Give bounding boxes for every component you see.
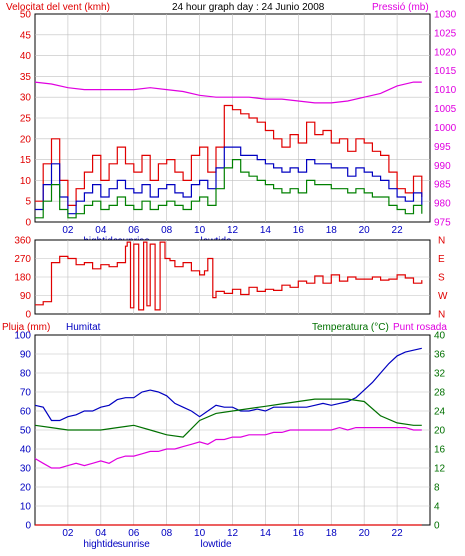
- humidity-title: Humitat: [66, 322, 101, 333]
- wind-title: Velocitat del vent (kmh): [6, 2, 110, 13]
- y2-tick-label: 32: [434, 369, 446, 380]
- y2-tick-label: 1025: [434, 28, 457, 39]
- graph-day-title: 24 hour graph day : 24 Junio 2008: [172, 2, 325, 13]
- y-tick-label: 0: [25, 521, 31, 532]
- y-tick-label: 50: [20, 10, 32, 21]
- direction-letter-label: E: [438, 254, 445, 265]
- x-tick-label: 14: [260, 225, 272, 236]
- y-tick-label: 20: [20, 483, 32, 494]
- x-tick-label: 14: [260, 528, 272, 539]
- y2-tick-label: 1000: [434, 123, 457, 134]
- y2-tick-label: 995: [434, 142, 451, 153]
- series-line-wind_gust: [35, 104, 423, 206]
- series-line-temperature: [34, 398, 422, 438]
- y-tick-label: 270: [14, 254, 31, 265]
- x-tick-label: 20: [359, 225, 371, 236]
- dewpoint-title: Punt rosada: [393, 322, 447, 333]
- series-line-dewpoint: [34, 426, 422, 469]
- x-tick-label: 06: [128, 225, 140, 236]
- y2-tick-label: 28: [434, 388, 446, 399]
- series-line-wind_low: [35, 159, 423, 219]
- y2-tick-label: 36: [434, 350, 446, 361]
- y2-tick-label: 1005: [434, 104, 457, 115]
- y2-tick-label: 1020: [434, 47, 457, 58]
- x-tick-label: 10: [194, 225, 206, 236]
- y-tick-label: 0: [25, 218, 31, 229]
- y-tick-label: 25: [20, 114, 32, 125]
- y2-tick-label: 8: [434, 483, 440, 494]
- y2-tick-label: 1010: [434, 85, 457, 96]
- pressure-title: Pressió (mb): [372, 2, 429, 13]
- tide-sun-label: lowtide: [200, 539, 232, 550]
- y-tick-label: 90: [20, 350, 32, 361]
- y2-tick-label: 1015: [434, 66, 457, 77]
- y-tick-label: 35: [20, 72, 32, 83]
- tide-sun-label: sunrise: [118, 539, 151, 550]
- y-tick-label: 10: [20, 176, 32, 187]
- x-tick-label: 20: [359, 528, 371, 539]
- y-tick-label: 360: [14, 236, 31, 247]
- x-tick-label: 12: [227, 528, 239, 539]
- x-tick-label: 08: [161, 528, 173, 539]
- x-tick-label: 18: [326, 528, 338, 539]
- y-tick-label: 30: [20, 93, 32, 104]
- x-tick-label: 16: [293, 225, 305, 236]
- direction-letter-label: N: [438, 310, 445, 321]
- x-tick-label: 12: [227, 225, 239, 236]
- direction-letter-label: N: [438, 236, 445, 247]
- y2-tick-label: 1030: [434, 10, 457, 21]
- x-tick-label: 18: [326, 225, 338, 236]
- x-tick-label: 06: [128, 528, 140, 539]
- y2-tick-label: 980: [434, 199, 451, 210]
- rain-title: Pluja (mm): [2, 322, 50, 333]
- y-tick-label: 90: [20, 291, 32, 302]
- series-line-humidity: [34, 347, 422, 422]
- x-tick-label: 04: [95, 528, 107, 539]
- y2-tick-label: 24: [434, 407, 446, 418]
- x-tick-label: 02: [62, 528, 74, 539]
- y-tick-label: 0: [25, 310, 31, 321]
- y-tick-label: 80: [20, 369, 32, 380]
- x-tick-label: 04: [95, 225, 107, 236]
- y-tick-label: 30: [20, 464, 32, 475]
- x-tick-label: 16: [293, 528, 305, 539]
- y2-tick-label: 4: [434, 502, 440, 513]
- y-tick-label: 5: [25, 197, 31, 208]
- x-tick-label: 08: [161, 225, 173, 236]
- y2-tick-label: 16: [434, 445, 446, 456]
- y2-tick-label: 0: [434, 521, 440, 532]
- y2-tick-label: 20: [434, 426, 446, 437]
- y-tick-label: 100: [14, 331, 31, 342]
- direction-letter-label: W: [438, 291, 448, 302]
- y-tick-label: 60: [20, 407, 32, 418]
- y-tick-label: 50: [20, 426, 32, 437]
- y-tick-label: 180: [14, 273, 31, 284]
- y-tick-label: 10: [20, 502, 32, 513]
- x-tick-label: 02: [62, 225, 74, 236]
- y-tick-label: 15: [20, 155, 32, 166]
- x-tick-label: 10: [194, 528, 206, 539]
- series-line-direction: [35, 241, 423, 311]
- y2-tick-label: 985: [434, 180, 451, 191]
- series-line-pressure: [34, 81, 422, 104]
- y-tick-label: 20: [20, 134, 32, 145]
- x-tick-label: 22: [392, 528, 404, 539]
- y-tick-label: 45: [20, 30, 32, 41]
- temperature-title: Temperatura (°C): [312, 322, 389, 333]
- y2-tick-label: 990: [434, 161, 451, 172]
- y-tick-label: 70: [20, 388, 32, 399]
- tide-sun-label: hightide: [83, 539, 118, 550]
- x-tick-label: 22: [392, 225, 404, 236]
- y-tick-label: 40: [20, 445, 32, 456]
- y2-tick-label: 12: [434, 464, 446, 475]
- direction-letter-label: S: [438, 273, 445, 284]
- y-tick-label: 40: [20, 51, 32, 62]
- y2-tick-label: 40: [434, 331, 446, 342]
- y2-tick-label: 975: [434, 218, 451, 229]
